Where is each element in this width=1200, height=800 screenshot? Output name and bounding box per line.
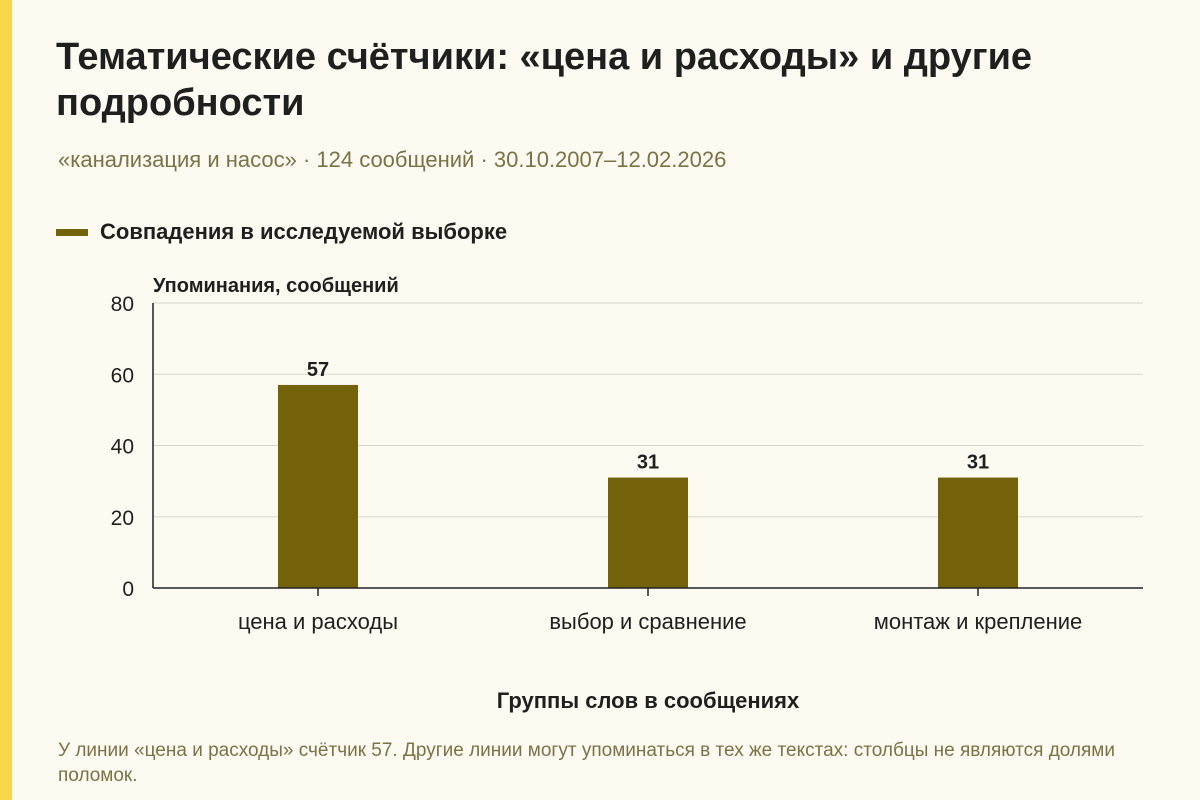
legend-label: Совпадения в исследуемой выборке: [100, 219, 508, 244]
y-tick-label: 60: [111, 364, 134, 387]
chart-legend: Совпадения в исследуемой выборке: [56, 217, 507, 247]
bar: [278, 384, 358, 588]
y-tick-labels: 0 20 40 60 80: [111, 293, 134, 601]
x-tick-labels: цена и расходы выбор и сравнение монтаж и …: [238, 588, 1082, 634]
bar-value-label: 31: [637, 452, 659, 474]
footnote: У линии «цена и расходы» счётчик 57. Дру…: [58, 740, 1115, 786]
page-title: Тематические счётчики: «цена и расходы» …: [56, 36, 1033, 124]
bar-value-label: 57: [307, 359, 329, 381]
y-axis-title: Упоминания, сообщений: [153, 275, 399, 297]
x-tick-label: монтаж и крепление: [874, 609, 1083, 634]
bar: [938, 477, 1018, 588]
bar: [608, 477, 688, 588]
y-tick-label: 80: [111, 293, 134, 316]
accent-bar: [0, 0, 12, 800]
page-subtitle: «канализация и насос» · 124 сообщений · …: [58, 147, 727, 172]
legend-swatch: [56, 228, 88, 236]
x-tick-label: цена и расходы: [238, 609, 398, 634]
bars: [278, 384, 1018, 588]
y-tick-label: 40: [111, 436, 134, 459]
x-tick-label: выбор и сравнение: [549, 609, 746, 634]
value-labels: 57 31 31: [307, 359, 989, 474]
x-axis-title: Группы слов в сообщениях: [497, 688, 800, 713]
bar-value-label: 31: [967, 452, 989, 474]
y-tick-label: 20: [111, 507, 134, 530]
y-tick-label: 0: [122, 578, 134, 601]
